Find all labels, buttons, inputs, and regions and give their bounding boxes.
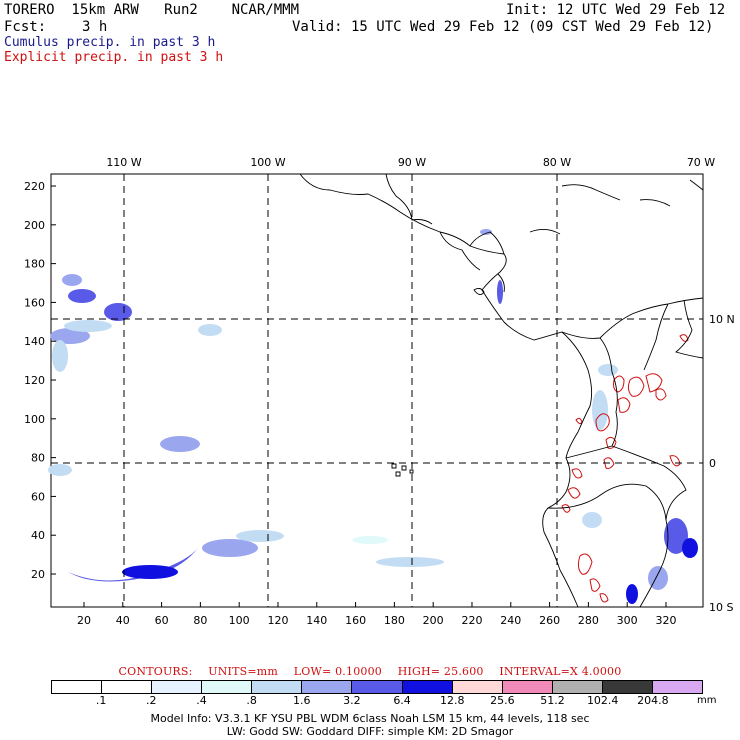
- colorbar-bin: [52, 681, 103, 693]
- colorbar-bin: [402, 681, 453, 693]
- physics-info-line: LW: Godd SW: Goddard DIFF: simple KM: 2D…: [226, 725, 514, 738]
- x-tick-label: 80: [193, 614, 207, 627]
- y-tick-label: 180: [24, 258, 45, 271]
- cumulus-precip-legend: Cumulus precip. in past 3 h: [4, 35, 216, 50]
- graticule: [51, 174, 703, 607]
- latitude-label: 10 S: [709, 601, 733, 614]
- init-time: Init: 12 UTC Wed 29 Feb 12: [506, 2, 726, 18]
- x-tick-label: 180: [384, 614, 405, 627]
- colorbar-bin: [552, 681, 603, 693]
- longitude-label: 100 W: [250, 156, 285, 169]
- model-title: TORERO 15km ARW Run2 NCAR/MMM: [4, 2, 300, 18]
- x-tick-label: 260: [539, 614, 560, 627]
- contour-interval: INTERVAL=X 4.0000: [499, 665, 622, 678]
- forecast-label: Fcst:: [4, 19, 47, 35]
- explicit-precip-legend: Explicit precip. in past 3 h: [4, 50, 224, 65]
- forecast-hour: 3 h: [82, 19, 108, 35]
- colorbar-bin: [302, 681, 353, 693]
- y-tick-label: 140: [24, 335, 45, 348]
- y-tick-label: 160: [24, 296, 45, 309]
- colorbar-label: 25.6: [490, 694, 515, 707]
- colorbar-label: 51.2: [540, 694, 565, 707]
- model-info-line: Model Info: V3.3.1 KF YSU PBL WDM 6class…: [150, 712, 590, 725]
- colorbar-bin: [502, 681, 553, 693]
- x-tick-label: 20: [77, 614, 91, 627]
- y-tick-label: 40: [31, 529, 45, 542]
- colorbar-label: .1: [95, 694, 107, 707]
- x-tick-label: 320: [655, 614, 676, 627]
- coastlines: [299, 173, 704, 608]
- colorbar-bin: [352, 681, 403, 693]
- contour-low: LOW= 0.10000: [293, 665, 382, 678]
- contour-label: CONTOURS:: [118, 665, 193, 678]
- colorbar-label: 12.8: [439, 694, 465, 707]
- y-tick-label: 220: [24, 180, 45, 193]
- x-tick-label: 40: [116, 614, 130, 627]
- cumulus-precip-field: [48, 229, 698, 604]
- colorbar-bin: [452, 681, 503, 693]
- colorbar-label: 204.8: [637, 694, 669, 707]
- y-tick-label: 20: [31, 568, 45, 581]
- y-tick-label: 200: [24, 219, 45, 232]
- longitude-label: 80 W: [543, 156, 571, 169]
- colorbar-label: 6.4: [393, 694, 411, 707]
- colorbar-bin: [652, 681, 703, 693]
- x-tick-label: 140: [306, 614, 327, 627]
- y-tick-label: 60: [31, 490, 45, 503]
- contour-units: UNITS=mm: [208, 665, 279, 678]
- colorbar-bin: [102, 681, 153, 693]
- colorbar-label: .2: [146, 694, 157, 707]
- colorbar-bin: [252, 681, 303, 693]
- y-tick-label: 120: [24, 374, 45, 387]
- longitude-label: 70 W: [687, 156, 715, 169]
- longitude-label: 90 W: [398, 156, 426, 169]
- x-tick-label: 60: [155, 614, 169, 627]
- colorbar-label: .4: [196, 694, 207, 707]
- explicit-precip-contours: [561, 334, 689, 603]
- y-tick-label: 80: [31, 452, 45, 465]
- contour-info: CONTOURS: UNITS=mm LOW= 0.10000 HIGH= 25…: [0, 665, 740, 678]
- colorbar-label: 1.6: [293, 694, 311, 707]
- y-tick-label: 100: [24, 413, 45, 426]
- colorbar-label: 102.4: [586, 694, 619, 707]
- x-tick-label: 200: [423, 614, 444, 627]
- x-tick-label: 120: [267, 614, 288, 627]
- latitude-label: 0: [709, 457, 716, 470]
- valid-time: Valid: 15 UTC Wed 29 Feb 12 (09 CST Wed …: [292, 19, 714, 35]
- colorbar-label: .8: [246, 694, 257, 707]
- x-tick-label: 280: [578, 614, 599, 627]
- x-axis-ticks: 20 40 60 80 100 120 140 160 180 200 220 240 260 280 30…: [77, 602, 676, 627]
- x-tick-label: 220: [461, 614, 482, 627]
- colorbar-unit: mm: [697, 695, 717, 706]
- colorbar-label: 3.2: [343, 694, 361, 707]
- x-tick-label: 100: [229, 614, 250, 627]
- colorbar-bin: [202, 681, 253, 693]
- precip-colorbar: [51, 680, 703, 694]
- x-tick-label: 240: [500, 614, 521, 627]
- x-tick-label: 300: [617, 614, 638, 627]
- y-axis-ticks: 20 40 60 80 100 120 140 160 180 200 220: [24, 180, 56, 581]
- colorbar-bin: [152, 681, 203, 693]
- map-frame: [50, 173, 704, 608]
- contour-high: HIGH= 25.600: [397, 665, 484, 678]
- colorbar-labels: .1 .2 .4 .8 1.6 3.2 6.4 12.8 25.6 51.2 102.4 204.8: [51, 694, 703, 708]
- x-tick-label: 160: [345, 614, 366, 627]
- colorbar-bin: [602, 681, 653, 693]
- precip-map: 20 40 60 80 100 120 140 160 180 200 220 240 260 280 30…: [24, 156, 735, 627]
- longitude-label: 110 W: [106, 156, 141, 169]
- latitude-label: 10 N: [709, 313, 735, 326]
